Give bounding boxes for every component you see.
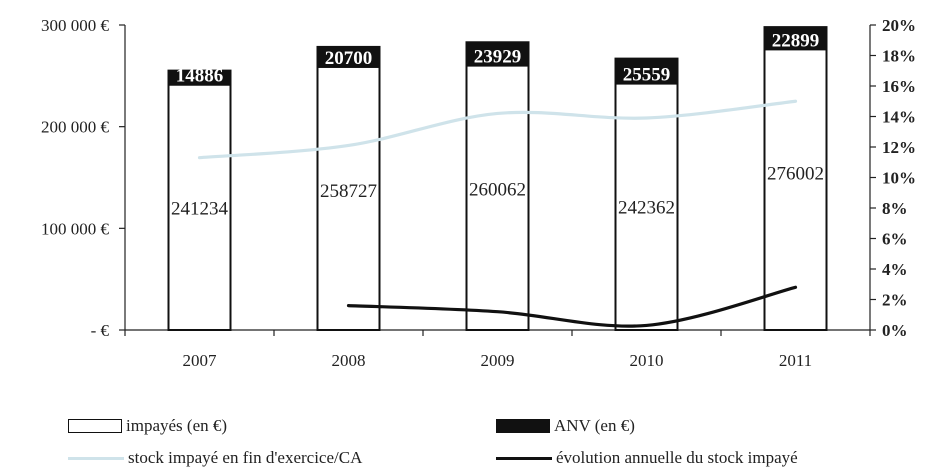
data-label-impayes: 258727	[320, 181, 377, 202]
y-right-tick-label: 2%	[882, 291, 908, 310]
bar-impayes	[167, 83, 232, 331]
x-tick-label: 2011	[779, 351, 812, 370]
bar-impayes	[614, 82, 679, 331]
data-label-anv: 20700	[325, 48, 373, 69]
data-label-anv: 22899	[772, 30, 820, 51]
data-label-anv: 25559	[623, 65, 671, 86]
x-tick-label: 2009	[481, 351, 515, 370]
y-right-tick-label: 8%	[882, 199, 908, 218]
bar-anv	[465, 41, 530, 66]
x-tick-label: 2010	[630, 351, 664, 370]
labels: 241234 14886 258727 20700 260062 23929 242362 2…	[171, 30, 824, 219]
bar-anv	[167, 69, 232, 85]
y-right-tick-label: 20%	[882, 16, 916, 35]
x-tick-label: 2008	[332, 351, 366, 370]
data-label-impayes: 242362	[618, 198, 675, 219]
y-left-tick-label: 200 000 €	[41, 118, 110, 137]
data-label-impayes: 260062	[469, 180, 526, 201]
bar-impayes	[465, 64, 530, 331]
y-left-tick-label: 100 000 €	[41, 219, 110, 238]
y-left-tick-label: 300 000 €	[41, 16, 110, 35]
y-left-tick-label: - €	[91, 321, 110, 340]
axes: - € 100 000 € 200 000 € 300 000 € 0% 2% 4% 6% 8%…	[41, 16, 916, 370]
line-evolution	[346, 285, 798, 328]
y-right-tick-label: 6%	[882, 230, 908, 249]
data-label-impayes: 241234	[171, 199, 229, 220]
lines	[197, 99, 798, 328]
bar-impayes	[763, 48, 828, 331]
x-tick-label: 2007	[183, 351, 218, 370]
line-stock-ratio	[197, 99, 798, 160]
y-right-tick-label: 18%	[882, 47, 916, 66]
y-right-tick-label: 12%	[882, 138, 916, 157]
data-label-anv: 14886	[176, 66, 224, 87]
data-label-anv: 23929	[474, 47, 522, 68]
bars	[167, 26, 828, 332]
y-right-tick-label: 4%	[882, 260, 908, 279]
y-right-tick-label: 0%	[882, 321, 908, 340]
bar-anv	[614, 57, 679, 84]
y-right-tick-label: 14%	[882, 108, 916, 127]
bar-anv	[316, 45, 381, 67]
data-label-impayes: 276002	[767, 163, 824, 184]
bar-impayes	[316, 65, 381, 332]
bar-anv	[763, 26, 828, 50]
y-right-tick-label: 10%	[882, 169, 916, 188]
y-right-tick-label: 16%	[882, 77, 916, 96]
